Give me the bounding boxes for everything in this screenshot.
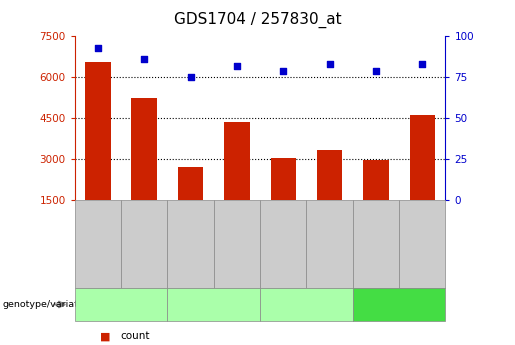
Text: wild type: wild type xyxy=(97,299,145,309)
Point xyxy=(186,75,195,80)
Text: phyB: phyB xyxy=(293,299,320,309)
Text: GSM65910: GSM65910 xyxy=(325,219,334,269)
Point xyxy=(140,56,148,62)
Bar xyxy=(409,116,435,200)
Bar xyxy=(85,62,111,200)
Bar xyxy=(131,98,157,200)
Bar xyxy=(270,158,296,200)
Text: GSM65896: GSM65896 xyxy=(93,219,102,269)
Bar xyxy=(317,150,342,200)
Point xyxy=(233,63,241,68)
Text: GSM65897: GSM65897 xyxy=(140,219,149,269)
Bar xyxy=(178,167,203,200)
Point xyxy=(279,68,287,73)
Text: GSM65902: GSM65902 xyxy=(232,219,242,269)
Text: GSM65904: GSM65904 xyxy=(279,219,288,269)
Point xyxy=(418,61,426,67)
Text: phyA phyB: phyA phyB xyxy=(371,299,427,309)
Bar xyxy=(224,122,250,200)
Text: GSM66030: GSM66030 xyxy=(418,219,427,269)
Text: count: count xyxy=(120,332,149,341)
Text: genotype/variation: genotype/variation xyxy=(3,300,93,309)
Text: GDS1704 / 257830_at: GDS1704 / 257830_at xyxy=(174,12,341,28)
Text: ■: ■ xyxy=(100,332,111,341)
Text: GSM66029: GSM66029 xyxy=(371,219,381,269)
Point xyxy=(325,61,334,67)
Bar xyxy=(363,160,389,200)
Point xyxy=(94,45,102,50)
Text: GSM65898: GSM65898 xyxy=(186,219,195,269)
Text: phyA: phyA xyxy=(200,299,227,309)
Point xyxy=(372,68,380,73)
